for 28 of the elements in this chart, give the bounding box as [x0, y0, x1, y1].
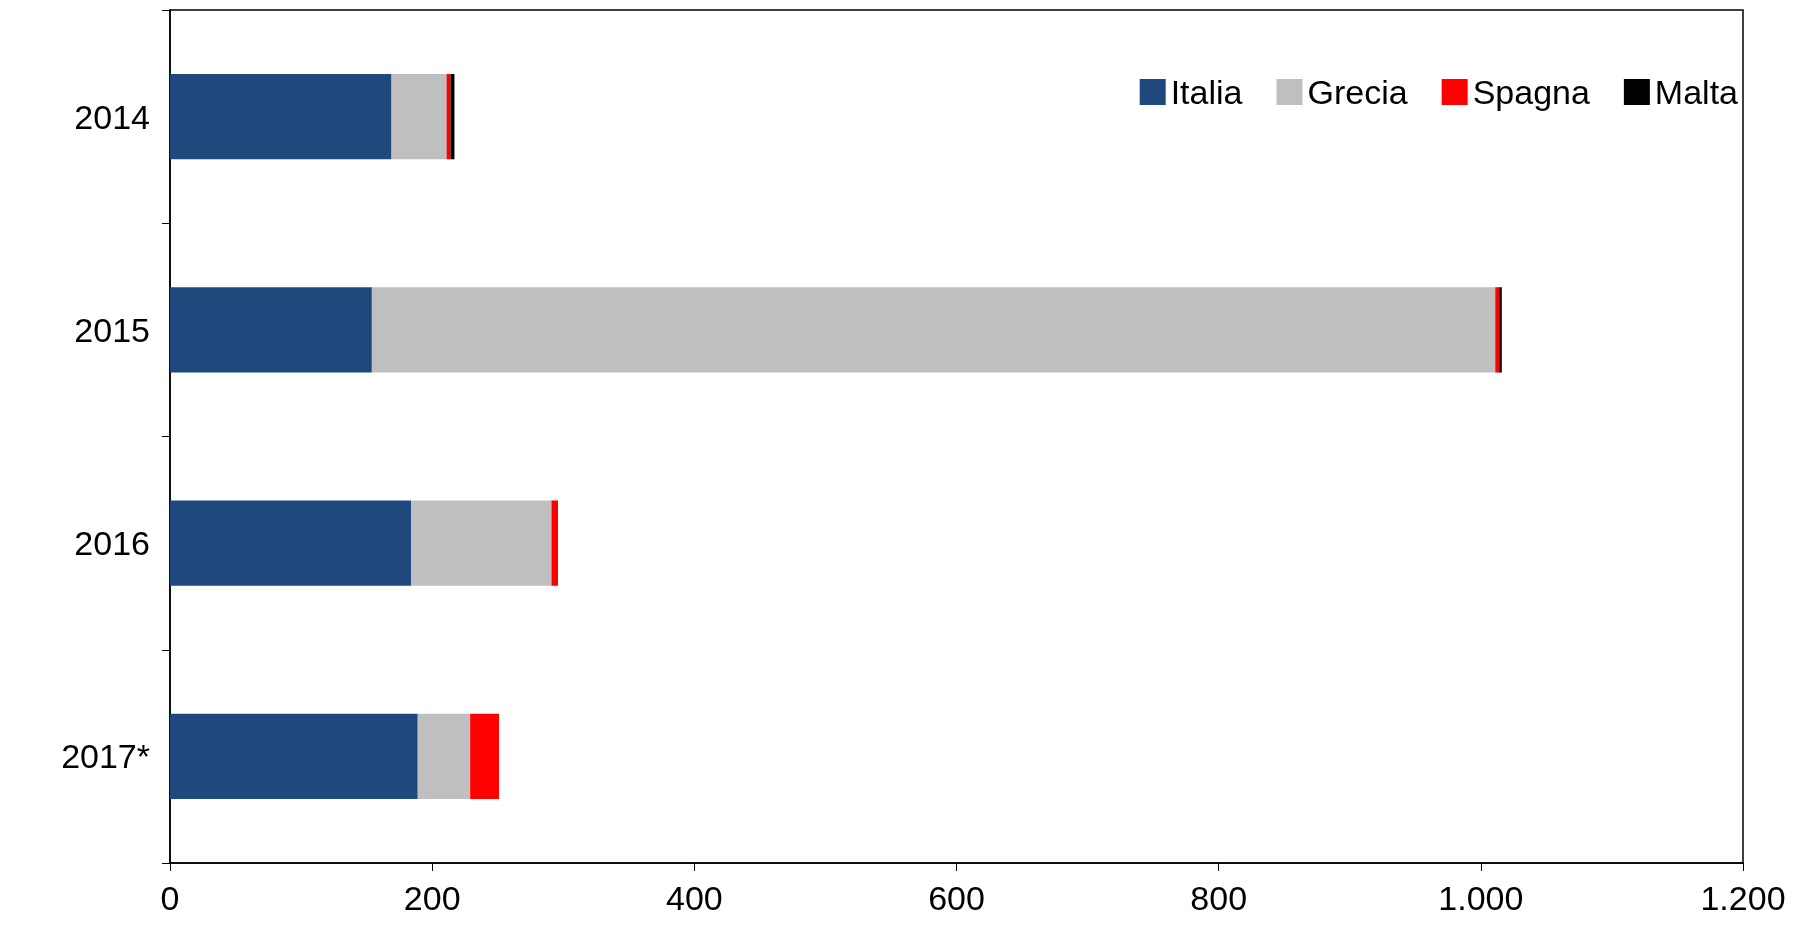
bar: [446, 73, 451, 160]
bar: [170, 713, 418, 800]
y-tick-label: 2014: [74, 97, 150, 136]
x-tick-label: 800: [1190, 879, 1248, 917]
x-tick-label: 0: [160, 879, 180, 917]
bar: [170, 73, 392, 160]
bar: [1499, 287, 1502, 373]
legend-label: Malta: [1654, 73, 1739, 111]
x-tick-label: 400: [665, 879, 723, 917]
bar: [470, 713, 500, 800]
bar: [170, 287, 372, 373]
bar: [371, 287, 1496, 373]
bar: [170, 500, 412, 586]
legend-label: Grecia: [1307, 73, 1408, 111]
legend-label: Spagna: [1472, 73, 1590, 111]
x-tick-label: 1.200: [1700, 879, 1786, 917]
bar: [417, 713, 471, 800]
y-tick-label: 2016: [74, 524, 150, 563]
bar: [411, 500, 552, 586]
y-tick-label: 2017*: [61, 737, 150, 776]
y-tick-label: 2015: [74, 310, 150, 349]
bar: [1495, 287, 1500, 373]
x-tick-label: 200: [403, 879, 461, 917]
x-tick-label: 600: [928, 879, 985, 917]
legend-label: Italia: [1170, 73, 1243, 111]
bar: [391, 73, 447, 160]
x-tick-label: 1.000: [1438, 879, 1524, 917]
bar: [551, 500, 559, 586]
